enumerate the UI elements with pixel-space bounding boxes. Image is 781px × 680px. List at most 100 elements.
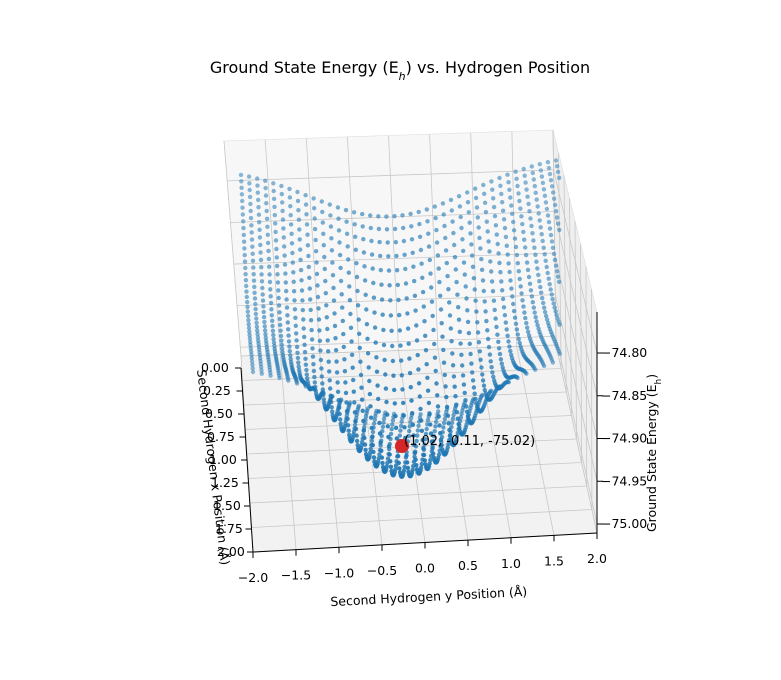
energy-data-point <box>259 365 264 370</box>
energy-data-point <box>374 355 379 360</box>
energy-data-point <box>486 239 491 244</box>
z-axis-title-tail: ) <box>644 374 659 379</box>
energy-data-point <box>519 214 524 219</box>
energy-data-point <box>386 451 391 457</box>
x-tick-label: 0.25 <box>203 383 231 398</box>
energy-data-point <box>481 182 486 188</box>
z-grid-line <box>237 294 556 307</box>
energy-data-point <box>505 333 510 338</box>
energy-data-point <box>521 166 526 172</box>
energy-data-point <box>449 424 454 430</box>
energy-data-point <box>523 245 528 250</box>
energy-data-point <box>369 238 374 244</box>
energy-data-point <box>305 243 311 248</box>
energy-data-point <box>275 272 280 277</box>
energy-data-point <box>392 214 397 219</box>
energy-data-point <box>417 419 422 424</box>
energy-data-point <box>371 449 376 455</box>
energy-data-point <box>259 371 264 376</box>
energy-data-point <box>484 318 489 324</box>
energy-data-point <box>367 391 373 397</box>
energy-data-point <box>547 171 553 177</box>
energy-data-point <box>311 196 316 201</box>
energy-data-point <box>433 215 438 221</box>
energy-data-point <box>456 194 462 199</box>
energy-data-point <box>422 442 427 447</box>
energy-data-point <box>465 190 470 195</box>
energy-data-point <box>423 333 428 338</box>
energy-data-point <box>431 327 436 333</box>
energy-data-point <box>474 309 479 314</box>
energy-data-point <box>271 188 276 194</box>
energy-data-point <box>450 351 455 356</box>
energy-data-point <box>439 321 444 326</box>
energy-data-point <box>494 232 499 237</box>
energy-data-point <box>374 369 380 374</box>
energy-data-point <box>467 220 472 225</box>
energy-data-point <box>475 215 480 220</box>
energy-data-point <box>255 328 260 333</box>
energy-data-point <box>259 265 264 270</box>
energy-data-point <box>268 300 274 306</box>
energy-data-point <box>476 340 482 345</box>
energy-data-point <box>538 284 543 290</box>
energy-data-point <box>257 220 262 225</box>
energy-data-point <box>429 299 435 304</box>
energy-data-point <box>267 272 272 277</box>
energy-data-point <box>402 464 407 469</box>
energy-data-point <box>414 438 419 444</box>
y-tick-label: 1.5 <box>544 553 564 568</box>
energy-data-point <box>250 362 255 368</box>
energy-data-point <box>362 442 368 447</box>
energy-data-point <box>456 426 461 432</box>
energy-data-point <box>523 315 528 321</box>
energy-data-point <box>482 191 487 196</box>
energy-data-point <box>503 234 509 240</box>
energy-data-point <box>416 209 421 215</box>
energy-data-point <box>493 223 499 228</box>
energy-data-point <box>412 293 418 298</box>
energy-data-point <box>241 232 246 238</box>
energy-data-point <box>241 219 246 224</box>
z-grid-line <box>233 252 555 265</box>
z-grid-line <box>553 169 598 354</box>
y-tick-label: −2.0 <box>238 570 268 585</box>
energy-data-point <box>500 288 505 293</box>
energy-data-point <box>527 209 532 214</box>
energy-data-point <box>485 328 490 333</box>
energy-data-point <box>420 457 425 462</box>
energy-data-point <box>418 247 424 253</box>
energy-data-point <box>258 250 263 255</box>
energy-data-point <box>428 453 434 459</box>
energy-data-point <box>334 370 340 375</box>
y-grid-line <box>305 138 321 354</box>
energy-data-point <box>293 315 298 320</box>
energy-data-point <box>495 241 500 247</box>
energy-data-point <box>512 236 518 241</box>
energy-data-point <box>506 339 511 344</box>
energy-data-point <box>254 320 259 325</box>
energy-data-point <box>250 369 256 375</box>
energy-data-point <box>326 359 331 364</box>
energy-data-point <box>378 443 383 448</box>
energy-data-point <box>550 360 556 365</box>
energy-data-point <box>489 269 494 274</box>
energy-data-point <box>317 338 323 343</box>
energy-data-point <box>357 345 362 351</box>
energy-data-point <box>460 363 465 368</box>
energy-data-point <box>425 388 431 393</box>
energy-data-point <box>372 417 377 422</box>
energy-data-point <box>478 246 483 251</box>
energy-data-point <box>470 370 475 375</box>
energy-data-point <box>430 313 435 319</box>
energy-data-point <box>294 381 300 386</box>
energy-data-point <box>296 360 301 365</box>
energy-data-point <box>554 312 559 318</box>
energy-data-point <box>436 452 442 457</box>
energy-data-point <box>351 377 356 383</box>
energy-data-point <box>362 421 368 426</box>
energy-data-point <box>247 194 253 200</box>
energy-data-point <box>413 444 419 449</box>
energy-data-point <box>383 372 388 377</box>
energy-data-point <box>460 237 465 242</box>
